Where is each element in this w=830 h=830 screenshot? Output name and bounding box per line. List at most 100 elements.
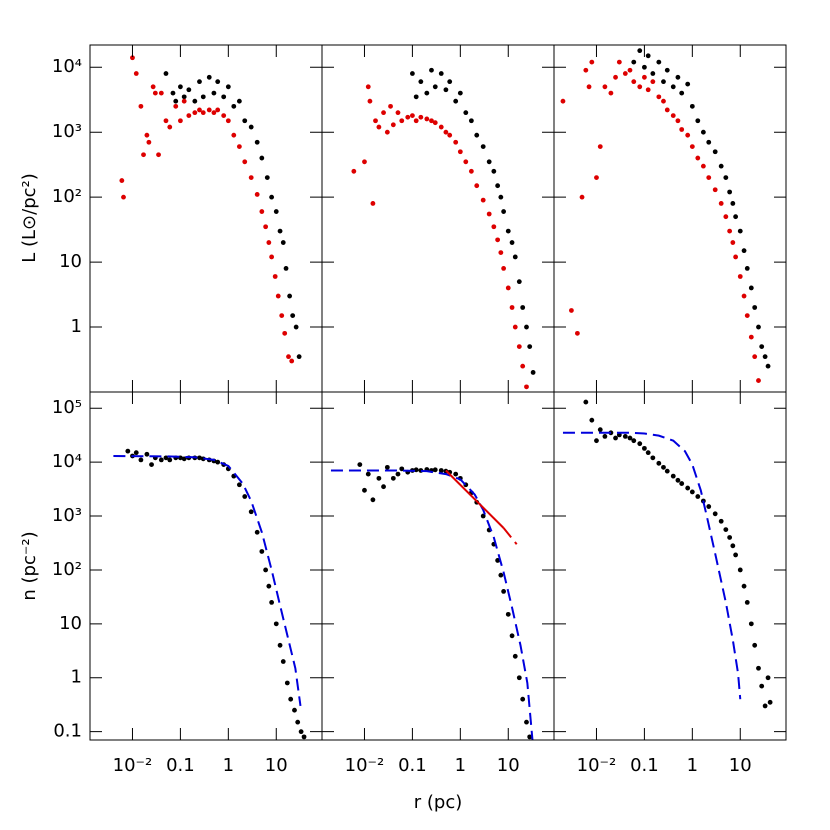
data-point [695, 155, 701, 161]
data-point [365, 84, 371, 90]
data-point [468, 118, 474, 124]
y-tick-label: 10 [59, 251, 82, 272]
data-point [608, 90, 614, 96]
data-point [767, 699, 773, 705]
panel-frame [89, 391, 323, 741]
data-point [733, 254, 739, 260]
data-point [748, 285, 754, 291]
data-point [259, 209, 265, 214]
data-point [486, 211, 492, 217]
data-point [505, 611, 511, 617]
data-point [756, 665, 761, 671]
data-point [413, 94, 419, 100]
data-point [447, 79, 453, 85]
data-point [642, 445, 647, 451]
data-point [613, 435, 618, 441]
data-point [752, 642, 758, 648]
data-point [181, 94, 187, 100]
data-point [269, 599, 275, 605]
data-point [675, 118, 681, 124]
data-point [741, 583, 747, 589]
data-point [468, 168, 474, 174]
data-point [759, 344, 765, 350]
data-point [273, 209, 279, 214]
data-point [498, 572, 504, 578]
data-point [438, 468, 444, 473]
data-point [138, 103, 144, 109]
data-point [395, 471, 401, 477]
data-point [512, 254, 518, 260]
data-point [263, 567, 269, 573]
data-point [283, 265, 289, 271]
data-point [756, 378, 761, 383]
data-point [495, 183, 501, 189]
x-tick-label: 0.1 [166, 755, 195, 776]
data-point [642, 64, 647, 70]
data-point [748, 621, 754, 627]
data-point [173, 103, 179, 109]
data-point [290, 313, 296, 319]
data-point [418, 114, 424, 120]
panel-frame [89, 44, 323, 393]
data-point [457, 90, 463, 96]
data-point [527, 344, 533, 350]
panel-frame [553, 44, 787, 393]
data-point [741, 293, 747, 299]
data-point [744, 313, 750, 319]
data-point [367, 98, 373, 104]
data-point [723, 527, 729, 533]
data-point [173, 98, 179, 104]
data-point [501, 588, 507, 594]
data-point [486, 159, 492, 165]
data-point [498, 250, 504, 256]
data-point [178, 118, 183, 124]
data-point [741, 248, 747, 254]
data-point [727, 535, 733, 540]
data-point [583, 67, 589, 73]
data-point [727, 228, 733, 234]
data-point [744, 599, 750, 605]
data-point [463, 110, 469, 116]
y-tick-label: 10⁵ [52, 397, 82, 418]
data-point [282, 330, 288, 336]
data-point [597, 144, 603, 150]
data-point [158, 90, 164, 96]
data-point [287, 293, 293, 299]
panel-frame [321, 44, 555, 393]
data-point [405, 114, 411, 120]
data-point [516, 675, 522, 681]
data-point [152, 90, 158, 96]
data-point [695, 118, 701, 124]
data-point [480, 513, 486, 519]
data-point [661, 98, 666, 104]
data-point [631, 59, 637, 65]
data-point [384, 129, 390, 135]
data-point [293, 324, 299, 330]
data-point [248, 509, 254, 515]
data-point [723, 214, 729, 220]
data-point [560, 98, 566, 104]
data-point [730, 543, 736, 549]
data-point [661, 464, 666, 470]
data-point [700, 129, 706, 135]
y-tick-label: 10² [52, 559, 82, 580]
data-point [192, 110, 198, 116]
data-point [295, 719, 301, 725]
data-point [273, 621, 279, 627]
data-point [631, 438, 637, 444]
data-point [259, 549, 265, 554]
data-point [231, 132, 237, 138]
x-tick-label: 0.1 [630, 755, 659, 776]
data-point [156, 152, 161, 158]
fit-line [445, 469, 505, 529]
data-point [650, 71, 656, 76]
data-point [718, 201, 724, 206]
data-point [381, 110, 386, 116]
data-point [236, 144, 242, 150]
data-point [221, 94, 227, 100]
data-point [505, 228, 511, 234]
x-tick-label: 0.1 [398, 755, 427, 776]
data-point [288, 696, 294, 702]
data-point [689, 489, 695, 495]
data-point [130, 55, 135, 61]
